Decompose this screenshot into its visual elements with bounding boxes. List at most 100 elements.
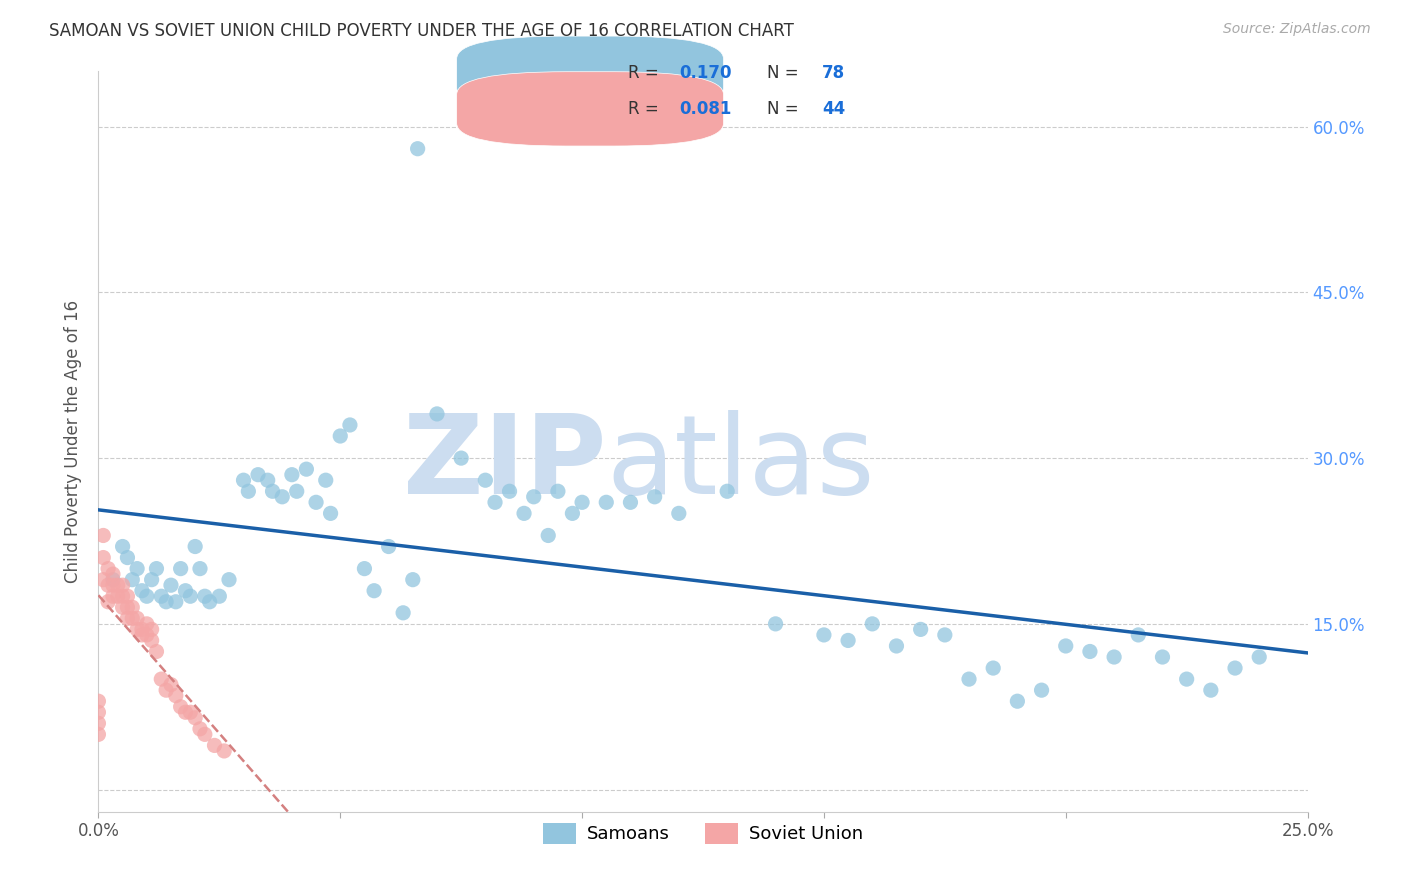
Point (155, 683, 177, 698)
Point (957, 672, 980, 686)
Point (117, 589, 139, 603)
Point (169, 699, 191, 714)
Text: N =: N = (768, 100, 804, 118)
Point (238, 484, 260, 499)
Text: ZIP: ZIP (404, 410, 606, 517)
Point (886, 639, 908, 653)
FancyBboxPatch shape (457, 71, 724, 146)
Point (97, 561, 120, 575)
Point (198, 595, 221, 609)
Point (247, 467, 270, 482)
Text: 0.170: 0.170 (679, 64, 733, 82)
Point (1223, 661, 1246, 675)
Point (184, 540, 207, 554)
Text: atlas: atlas (606, 410, 875, 517)
Point (121, 573, 143, 587)
Point (256, 473, 278, 487)
Point (91, 528, 114, 542)
Point (1102, 650, 1125, 665)
Point (127, 561, 149, 575)
Point (218, 573, 240, 587)
Point (121, 611, 143, 625)
Point (295, 462, 318, 476)
Point (184, 711, 207, 725)
Point (87, 727, 110, 741)
Text: R =: R = (628, 64, 665, 82)
Point (1007, 694, 1029, 708)
Point (169, 561, 191, 575)
Text: SAMOAN VS SOVIET UNION CHILD POVERTY UNDER THE AGE OF 16 CORRELATION CHART: SAMOAN VS SOVIET UNION CHILD POVERTY UND… (49, 22, 794, 40)
Point (498, 484, 520, 499)
Point (179, 706, 201, 720)
Point (135, 589, 157, 603)
Point (174, 583, 197, 598)
Point (141, 623, 163, 637)
Text: N =: N = (768, 64, 804, 82)
Point (91, 550, 114, 565)
FancyBboxPatch shape (457, 36, 724, 111)
Point (232, 473, 254, 487)
Point (271, 490, 294, 504)
Point (319, 507, 342, 521)
Point (484, 495, 506, 509)
Point (111, 600, 134, 615)
Point (305, 495, 328, 509)
Point (121, 600, 143, 615)
Point (1031, 683, 1053, 698)
Point (392, 606, 415, 620)
Point (668, 507, 690, 521)
Point (87, 694, 110, 708)
Point (1199, 683, 1222, 698)
Point (188, 561, 211, 575)
Point (595, 495, 617, 509)
Point (91, 573, 114, 587)
Point (262, 484, 284, 499)
Point (547, 484, 569, 499)
Point (111, 540, 134, 554)
Point (285, 484, 308, 499)
Point (97, 595, 120, 609)
Point (1249, 650, 1271, 665)
Point (107, 578, 129, 592)
Point (934, 628, 956, 642)
Point (716, 484, 738, 499)
Point (377, 540, 399, 554)
Point (523, 490, 546, 504)
Point (101, 573, 124, 587)
Point (101, 578, 124, 592)
Point (131, 628, 153, 642)
Point (363, 583, 385, 598)
Text: Source: ZipAtlas.com: Source: ZipAtlas.com (1223, 22, 1371, 37)
Point (131, 583, 153, 598)
Y-axis label: Child Poverty Under the Age of 16: Child Poverty Under the Age of 16 (65, 300, 83, 583)
Text: 78: 78 (823, 64, 845, 82)
Point (619, 495, 641, 509)
Point (1128, 628, 1150, 642)
Point (402, 573, 425, 587)
Point (813, 628, 835, 642)
Point (145, 644, 167, 658)
Point (315, 473, 337, 487)
Point (353, 561, 375, 575)
Point (117, 611, 139, 625)
Point (101, 567, 124, 582)
Point (426, 407, 449, 421)
Point (97, 578, 120, 592)
Text: 0.081: 0.081 (679, 100, 733, 118)
Point (141, 633, 163, 648)
Point (107, 589, 129, 603)
Point (165, 689, 187, 703)
Point (194, 727, 217, 741)
Point (127, 623, 149, 637)
Point (561, 507, 583, 521)
Point (765, 616, 787, 631)
Point (474, 473, 496, 487)
Point (111, 589, 134, 603)
Point (1054, 639, 1077, 653)
Point (981, 661, 1004, 675)
Point (117, 550, 139, 565)
Point (837, 633, 859, 648)
Point (150, 672, 173, 686)
Point (188, 722, 211, 736)
Legend: Samoans, Soviet Union: Samoans, Soviet Union (536, 815, 870, 851)
